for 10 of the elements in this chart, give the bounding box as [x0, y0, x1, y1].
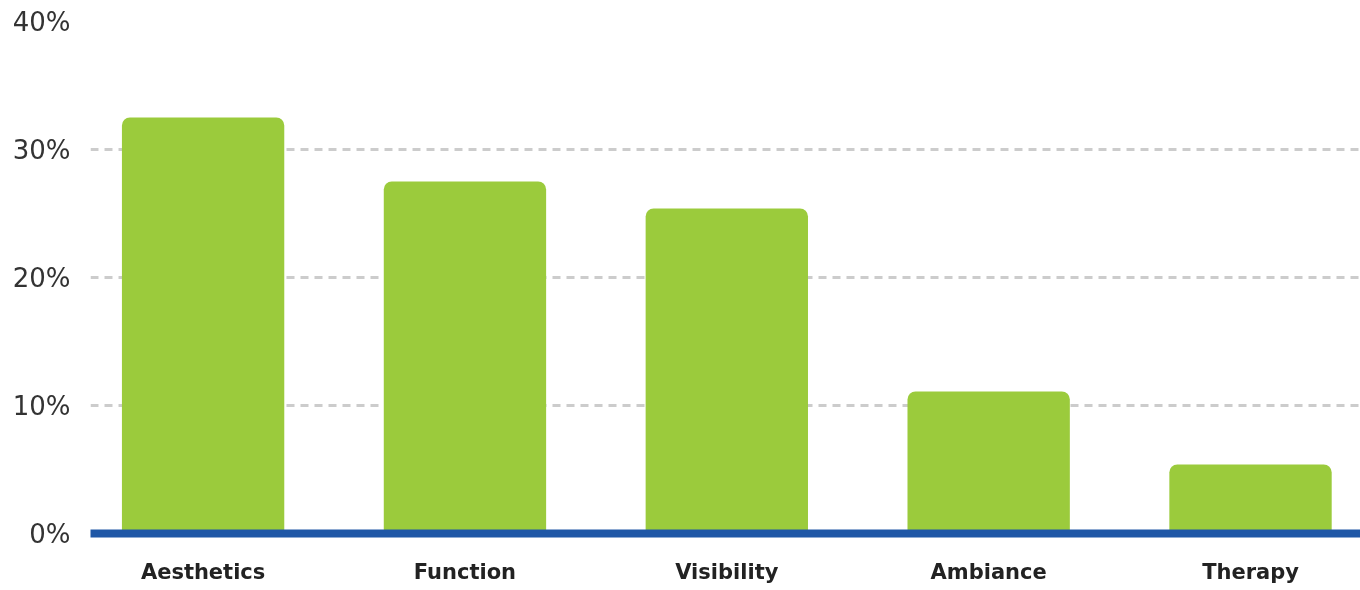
y-tick-label: 10%	[12, 390, 71, 421]
x-tick-label: Therapy	[1202, 559, 1300, 584]
x-tick-label: Aesthetics	[140, 559, 266, 584]
y-tick-label: 0%	[29, 518, 71, 549]
y-tick-label: 20%	[12, 262, 71, 293]
x-tick-label: Function	[413, 559, 517, 584]
y-tick-label: 40%	[12, 6, 71, 37]
x-tick-label: Visibility	[675, 559, 779, 584]
y-tick-label: 30%	[12, 134, 71, 165]
x-tick-label: Ambiance	[930, 559, 1047, 584]
